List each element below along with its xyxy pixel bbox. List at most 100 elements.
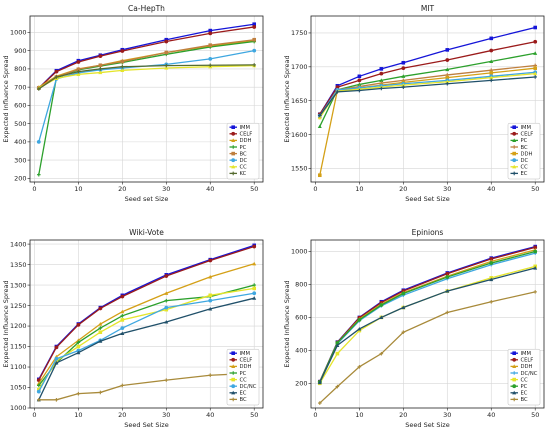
data-point	[98, 326, 103, 330]
x-tick-label: 30	[162, 411, 170, 419]
y-tick-label: 500	[14, 120, 26, 128]
series-line	[319, 76, 536, 116]
data-point	[357, 88, 362, 93]
chart-panel-2: 0 10 20 30 40 50 1000 1050 1100 1150 1200 1250 1300 1…	[2, 228, 264, 429]
data-point	[533, 66, 538, 70]
data-point	[54, 360, 59, 365]
x-tick-label: 50	[531, 185, 539, 193]
series-line	[319, 245, 536, 382]
data-point	[54, 398, 59, 402]
data-point	[489, 48, 494, 53]
series-line	[319, 72, 536, 118]
legend-marker	[231, 171, 235, 176]
series-kc	[36, 63, 257, 91]
data-point	[36, 87, 41, 91]
legend-marker	[512, 171, 516, 176]
series-line	[319, 267, 536, 383]
data-point	[98, 306, 103, 311]
y-tick-label: 200	[14, 175, 26, 183]
legend-marker	[231, 390, 236, 395]
legend-label: PC	[240, 371, 247, 377]
data-point	[317, 401, 322, 405]
data-point	[76, 60, 81, 64]
data-point	[357, 317, 362, 322]
data-point	[208, 298, 213, 303]
legend-marker	[512, 377, 516, 382]
data-point	[54, 359, 59, 363]
y-axis-label: Expected Influence Spread	[2, 280, 10, 367]
y-axis-label: Expected Influence Spread	[283, 280, 291, 367]
data-point	[357, 365, 362, 369]
data-point	[164, 274, 169, 278]
series-line	[38, 372, 255, 401]
series-line	[38, 64, 255, 90]
series-line	[38, 292, 255, 392]
series-pc	[36, 39, 257, 177]
legend-label: CELF	[240, 132, 253, 138]
legend-marker	[512, 125, 516, 129]
legend-label: DDH	[521, 151, 533, 157]
legend-marker	[512, 138, 517, 142]
legend-marker	[512, 364, 517, 368]
legend-label: IMM	[240, 125, 250, 131]
data-point	[252, 48, 257, 53]
data-point	[36, 398, 41, 402]
series-imm	[36, 243, 257, 382]
y-tick-label: 800	[295, 281, 307, 289]
y-tick-label: 1750	[291, 29, 308, 37]
data-point	[120, 49, 125, 53]
data-point	[208, 28, 213, 33]
legend-label: IMM	[521, 351, 531, 357]
chart-title: Epinions	[412, 228, 444, 237]
x-tick-label: 10	[355, 411, 363, 419]
series-line	[38, 297, 255, 401]
data-point	[36, 387, 41, 392]
data-point	[208, 306, 213, 311]
y-tick-label: 1150	[10, 343, 27, 351]
legend-label: KC	[240, 171, 247, 177]
data-point	[208, 258, 213, 263]
y-tick-label: 1250	[10, 302, 27, 310]
data-point	[489, 261, 494, 265]
chart-panel-1: 0 10 20 30 40 50 1550 1600 1650 1700 1750 MIT Seed S…	[283, 4, 545, 203]
data-point	[445, 58, 450, 62]
data-point	[445, 289, 450, 293]
data-point	[164, 65, 169, 70]
series-line	[38, 64, 255, 89]
data-point	[335, 384, 340, 389]
data-point	[533, 51, 538, 55]
data-point	[445, 75, 450, 80]
data-point	[120, 294, 125, 299]
chart-panel-3: 0 10 20 30 40 50 200 400 600 800 1000 Epinions Seed …	[283, 228, 545, 429]
data-point	[36, 139, 41, 144]
legend-marker	[231, 151, 235, 156]
data-point	[98, 339, 103, 343]
data-point	[357, 78, 362, 83]
data-point	[252, 261, 257, 266]
legend-label: EC	[240, 391, 247, 397]
legend-marker	[512, 351, 516, 355]
data-point	[120, 68, 125, 72]
legend-label: CELF	[521, 358, 534, 364]
legend-marker	[512, 357, 517, 362]
data-point	[489, 59, 494, 63]
data-point	[164, 307, 169, 312]
y-tick-label: 1100	[10, 363, 27, 371]
data-point	[164, 63, 169, 68]
data-point	[98, 322, 103, 326]
x-tick-label: 40	[206, 185, 214, 193]
legend-marker	[231, 158, 236, 163]
y-tick-label: 400	[295, 347, 307, 355]
series-line	[319, 252, 536, 383]
data-point	[252, 63, 257, 67]
data-point	[76, 67, 81, 72]
data-point	[76, 72, 81, 76]
data-point	[36, 383, 41, 388]
series-celf	[317, 245, 538, 384]
data-point	[445, 310, 450, 315]
legend-marker	[231, 145, 235, 149]
data-point	[120, 318, 125, 322]
data-point	[76, 322, 81, 327]
data-point	[317, 173, 322, 178]
series-bc	[36, 371, 257, 402]
